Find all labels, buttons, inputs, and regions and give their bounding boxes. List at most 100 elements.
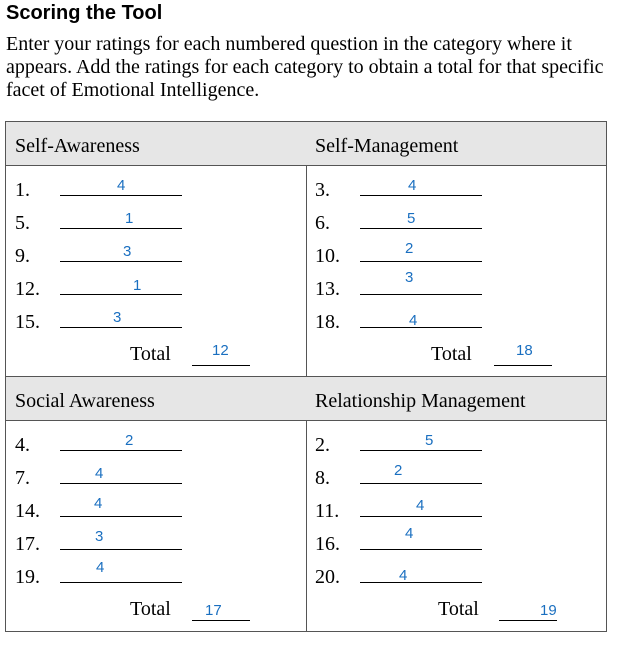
question-row: 5. 1 [6,207,306,240]
question-number: 7. [15,467,30,489]
rating-line [360,516,482,517]
total-label: Total [130,598,171,620]
question-row: 1. 4 [6,174,306,207]
question-number: 19. [15,566,40,588]
total-label: Total [431,343,472,365]
rating-line [60,261,182,262]
question-row: 18. 4 [306,306,606,339]
question-number: 17. [15,533,40,555]
question-number: 15. [15,311,40,333]
total-label: Total [130,343,171,365]
question-number: 14. [15,500,40,522]
rating-value[interactable]: 3 [123,243,132,260]
rating-line [360,294,482,295]
total-line [499,620,557,621]
total-value[interactable]: 12 [212,342,229,359]
rating-value[interactable]: 4 [409,312,418,329]
question-number: 20. [315,566,340,588]
question-row: 2. 5 [306,429,606,462]
category-social-awareness: Social Awareness 4. 2 7. 4 14. 4 17. 3 1… [6,377,307,632]
rating-value[interactable]: 3 [95,528,104,545]
rating-line [60,228,182,229]
rating-value[interactable]: 3 [113,309,122,326]
question-row: 7. 4 [6,462,306,495]
rating-value[interactable]: 1 [133,277,142,294]
question-row: 19. 4 [6,559,306,594]
rating-value[interactable]: 4 [96,559,105,576]
total-value[interactable]: 18 [516,342,533,359]
rating-line [60,582,182,583]
rating-line [60,195,182,196]
question-number: 8. [315,467,330,489]
question-row: 14. 4 [6,495,306,528]
rating-line [60,516,182,517]
total-value[interactable]: 19 [540,602,557,619]
question-row: 8. 2 [306,462,606,495]
question-row: 11. 4 [306,495,606,528]
question-row: 3. 4 [306,174,606,207]
question-row: 10. 2 [306,240,606,273]
rating-line [60,450,182,451]
rating-value[interactable]: 2 [394,462,403,479]
question-number: 6. [315,212,330,234]
question-number: 2. [315,434,330,456]
question-row: 4. 2 [6,429,306,462]
rating-value[interactable]: 4 [399,567,408,584]
total-line [192,620,250,621]
question-number: 10. [315,245,340,267]
instructions-text: Enter your ratings for each numbered que… [6,33,604,101]
category-self-management: Self-Management 3. 4 6. 5 10. 2 13. 3 18… [306,122,606,377]
question-row: 9. 3 [6,240,306,273]
question-number: 11. [315,500,340,522]
category-header: Self-Awareness [6,122,306,166]
rating-line [360,327,482,328]
rating-line [360,450,482,451]
rating-value[interactable]: 4 [408,177,417,194]
category-header: Self-Management [306,122,606,166]
rating-value[interactable]: 3 [405,269,414,286]
rating-line [60,549,182,550]
rating-line [360,549,482,550]
rating-line [360,261,482,262]
question-number: 12. [15,278,40,300]
rating-value[interactable]: 5 [425,432,434,449]
question-number: 1. [15,179,30,201]
total-value[interactable]: 17 [205,602,222,619]
rating-line [360,228,482,229]
rating-value[interactable]: 4 [117,177,126,194]
question-row: 12. 1 [6,273,306,306]
scoring-table: Self-Awareness 1. 4 5. 1 9. 3 12. 1 15. … [5,121,607,632]
total-label: Total [438,598,479,620]
question-row: 17. 3 [6,528,306,561]
rating-line [360,195,482,196]
rating-line [60,483,182,484]
category-relationship-management: Relationship Management 2. 5 8. 2 11. 4 … [306,377,606,632]
rating-value[interactable]: 2 [405,240,414,257]
question-row: 13. 3 [306,269,606,306]
rating-value[interactable]: 4 [416,497,425,514]
rating-value[interactable]: 2 [125,432,134,449]
question-row: 20. 4 [306,561,606,594]
rating-value[interactable]: 4 [94,495,103,512]
category-header: Social Awareness [6,377,306,421]
rating-value[interactable]: 5 [407,210,416,227]
rating-line [60,327,182,328]
category-header: Relationship Management [306,377,606,421]
question-number: 9. [15,245,30,267]
question-row: 6. 5 [306,207,606,240]
rating-line [360,582,482,583]
question-row: 15. 3 [6,306,306,339]
rating-value[interactable]: 4 [95,465,104,482]
rating-line [360,483,482,484]
question-number: 16. [315,533,340,555]
question-number: 5. [15,212,30,234]
question-number: 13. [315,278,340,300]
total-line [494,365,552,366]
rating-value[interactable]: 4 [405,525,414,542]
rating-line [60,294,182,295]
question-number: 4. [15,434,30,456]
rating-value[interactable]: 1 [125,210,134,227]
page-title: Scoring the Tool [6,2,163,24]
category-self-awareness: Self-Awareness 1. 4 5. 1 9. 3 12. 1 15. … [6,122,307,377]
question-row: 16. 4 [306,525,606,561]
